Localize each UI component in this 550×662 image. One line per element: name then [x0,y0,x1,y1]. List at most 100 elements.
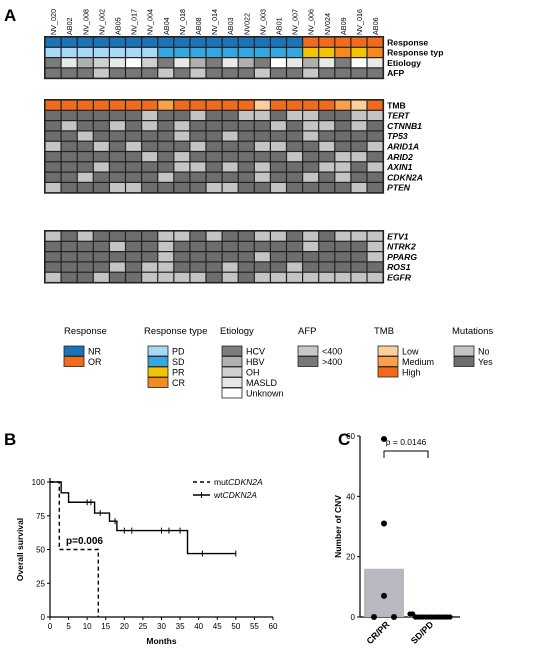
panel-label-b: B [4,430,16,449]
genomic-cell [77,141,93,151]
clinical-cell [45,37,61,47]
cnv-genes-cell [271,231,286,241]
genomic-cell [287,110,302,120]
genomic-cell [319,110,335,120]
sample-label: NV022 [242,13,251,35]
genomic-cell [335,141,351,151]
genomic-cell [222,141,238,151]
sample-label: NV_018 [178,9,187,35]
genomic-cell [126,152,141,162]
p-value-annotation: p = 0.0146 [386,437,427,447]
clinical-cell [303,68,319,78]
clinical-cell [351,58,367,68]
genomic-cell [174,110,190,120]
genomic-cell [335,183,351,193]
clinical-cell [126,47,141,57]
cnv-genes-cell [190,262,206,272]
legend-swatch [377,356,399,367]
clinical-cell [61,37,77,47]
genomic-cell [93,172,109,182]
genomic-cell [142,121,158,131]
cnv-genes-cell [271,262,286,272]
genomic-cell [174,172,190,182]
genomic-cell [77,162,93,172]
genomic-cell [238,172,254,182]
genomic-row-label: CDKN2A [387,172,423,182]
legend-label: Low [402,347,419,357]
data-point [447,614,453,620]
cnv-genes-cell [238,252,254,262]
y-tick-label: 50 [36,546,45,555]
cnv-genes-cell [238,231,254,241]
genomic-cell [319,183,335,193]
genomic-cell [254,152,270,162]
cnv-genes-cell [367,241,383,251]
cnv-genes-cell [126,252,141,262]
genomic-cell [303,183,319,193]
cnv-genes-cell [158,241,174,251]
cnv-genes-row-label: PPARG [387,252,417,262]
cnv-genes-cell [206,231,222,241]
genomic-cell [254,183,270,193]
legend-swatch [63,345,85,357]
genomic-cell [93,141,109,151]
cnv-genes-cell [77,231,93,241]
genomic-cell [303,141,319,151]
cnv-genes-cell [174,241,190,251]
genomic-cell [174,152,190,162]
genomic-cell [335,100,351,110]
cnv-genes-cell [367,262,383,272]
genomic-cell [238,141,254,151]
genomic-cell [238,162,254,172]
genomic-cell [190,131,206,141]
clinical-cell [158,37,174,47]
genomic-cell [271,141,286,151]
genomic-cell [190,110,206,120]
genomic-row-label: TMB [387,100,406,110]
genomic-cell [287,172,302,182]
legend-label: PR [172,368,185,378]
genomic-cell [142,172,158,182]
genomic-cell [110,131,125,141]
genomic-cell [335,110,351,120]
y-tick-label: 100 [32,478,46,487]
genomic-cell [271,152,286,162]
genomic-cell [254,110,270,120]
clinical-cell [238,68,254,78]
clinical-cell [303,58,319,68]
genomic-cell [206,183,222,193]
cnv-genes-cell [351,241,367,251]
genomic-cell [271,183,286,193]
genomic-cell [287,131,302,141]
sample-label: NV024 [323,13,332,35]
cnv-genes-cell [303,231,319,241]
sample-label: NV_007 [291,9,300,35]
genomic-cell [93,152,109,162]
genomic-cell [142,162,158,172]
genomic-cell [110,100,125,110]
clinical-cell [303,37,319,47]
genomic-cell [174,141,190,151]
legend-label: SD [172,357,185,367]
genomic-cell [45,141,61,151]
genomic-cell [110,141,125,151]
clinical-cell [61,68,77,78]
clinical-cell [190,37,206,47]
sample-label: NV_002 [97,9,106,35]
genomic-cell [351,172,367,182]
y-tick-label: 75 [36,512,45,521]
genomic-cell [254,172,270,182]
sample-label: NV_017 [130,9,139,35]
cnv-genes-cell [254,272,270,282]
genomic-cell [142,131,158,141]
clinical-cell [222,37,238,47]
cnv-genes-cell [335,241,351,251]
cnv-genes-cell [287,262,302,272]
legend-title: AFP [298,326,316,337]
cnv-genes-cell [174,262,190,272]
cnv-genes-cell [93,241,109,251]
clinical-cell [61,47,77,57]
genomic-row-label: CTNNB1 [387,121,422,131]
cnv-genes-cell [319,262,335,272]
clinical-cell [126,58,141,68]
